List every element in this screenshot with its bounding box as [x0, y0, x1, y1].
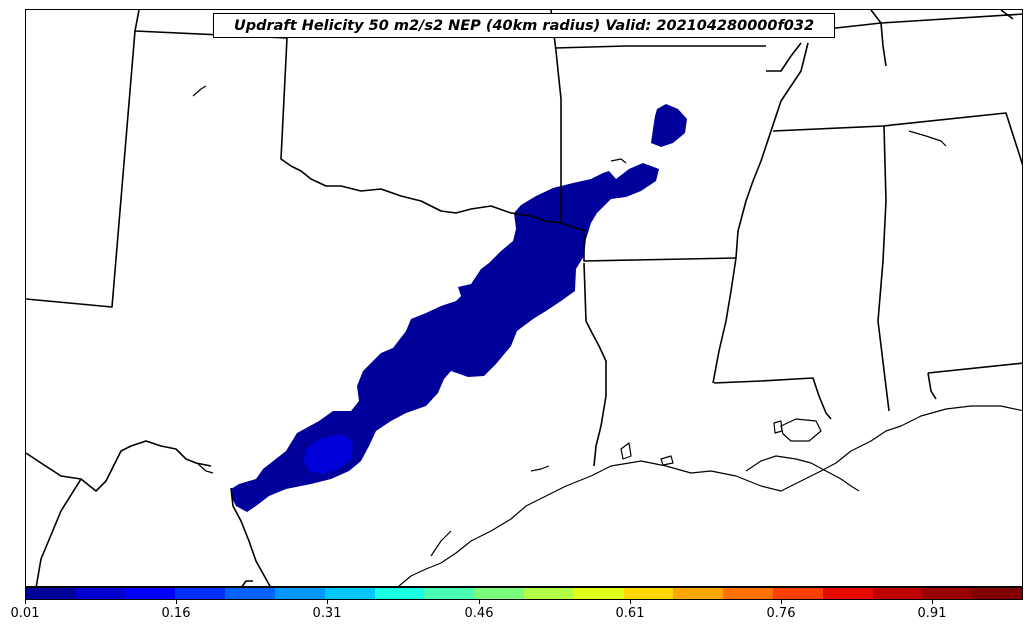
colorbar-tick-label: 0.46 — [464, 606, 494, 621]
colorbar-segment — [374, 588, 425, 599]
colorbar-segment — [225, 588, 275, 599]
map-canvas — [26, 10, 1022, 586]
colorbar-segment — [623, 588, 674, 599]
colorbar-tick-label: 0.61 — [615, 606, 645, 621]
colorbar-segment — [474, 588, 524, 599]
colorbar-tick-label: 0.31 — [312, 606, 342, 621]
colorbar-tick — [176, 600, 177, 604]
colorbar — [25, 587, 1023, 600]
colorbar-segment — [972, 588, 1022, 599]
colorbar-segment — [822, 588, 873, 599]
colorbar-segment — [922, 588, 973, 599]
colorbar-segment — [175, 588, 226, 599]
colorbar-segment — [523, 588, 574, 599]
colorbar-segment — [274, 588, 325, 599]
map-panel — [25, 9, 1023, 587]
colorbar-tick — [630, 600, 631, 604]
colorbar-segment — [26, 588, 76, 599]
colorbar-segment — [772, 588, 823, 599]
colorbar-segment — [75, 588, 126, 599]
nep-main-swath — [231, 163, 659, 512]
colorbar-tick — [327, 600, 328, 604]
coastline — [192, 85, 1022, 586]
colorbar-tick-label: 0.01 — [10, 606, 40, 621]
colorbar-tick — [479, 600, 480, 604]
colorbar-segment — [125, 588, 176, 599]
colorbar-tick-label: 0.76 — [766, 606, 796, 621]
nep-fill-region — [231, 104, 687, 512]
nep-core-cell — [304, 434, 353, 474]
nep-north-cell — [651, 104, 687, 147]
colorbar-segment — [872, 588, 923, 599]
colorbar-tick-label: 0.91 — [917, 606, 947, 621]
colorbar-segment — [723, 588, 773, 599]
colorbar-tick — [25, 600, 26, 604]
colorbar-tick — [932, 600, 933, 604]
colorbar-segment — [573, 588, 624, 599]
colorbar-segment — [324, 588, 375, 599]
colorbar-tick — [781, 600, 782, 604]
state-boundaries — [26, 10, 1022, 586]
map-title: Updraft Helicity 50 m2/s2 NEP (40km radi… — [213, 13, 835, 38]
colorbar-segment — [424, 588, 475, 599]
colorbar-segment — [673, 588, 724, 599]
colorbar-tick-label: 0.16 — [161, 606, 191, 621]
